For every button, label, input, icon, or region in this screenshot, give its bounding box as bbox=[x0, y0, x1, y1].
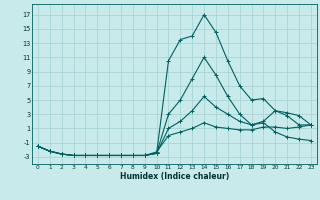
X-axis label: Humidex (Indice chaleur): Humidex (Indice chaleur) bbox=[120, 172, 229, 181]
